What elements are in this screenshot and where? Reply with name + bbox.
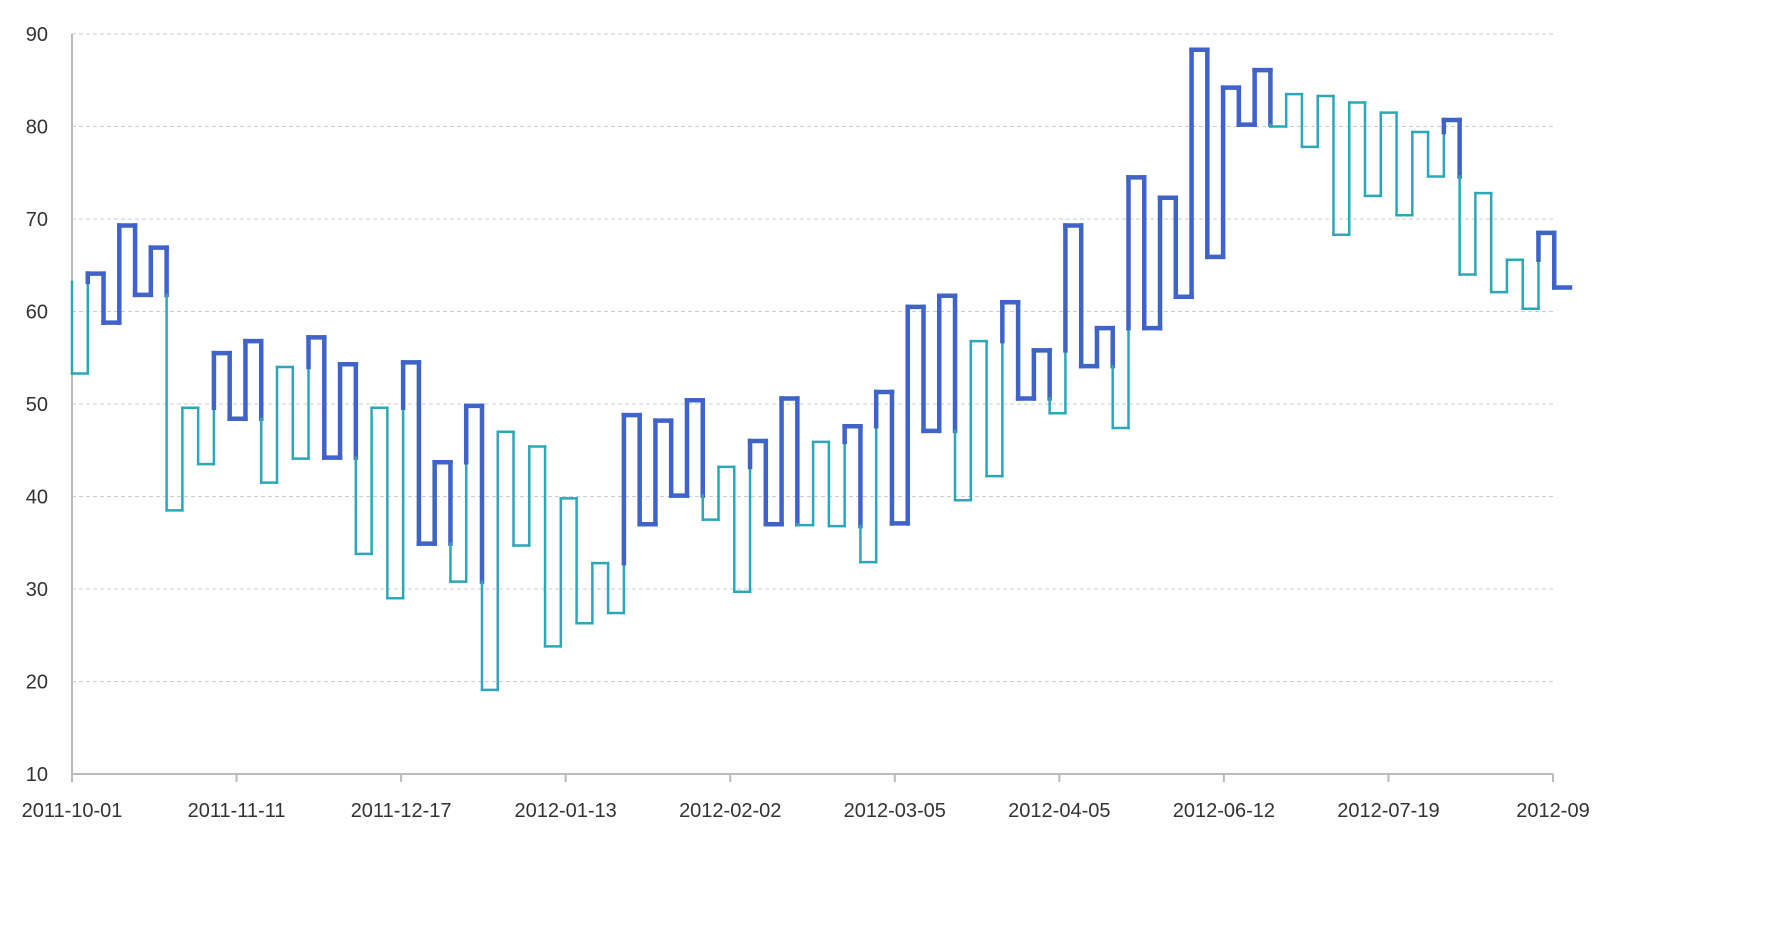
y-axis-tick-labels: 10 20 30 40 50 60 70 80 90 (26, 24, 48, 786)
y-tick-label: 10 (26, 764, 48, 786)
x-tick-label: 2011-10-01 (22, 800, 123, 822)
y-tick-label: 40 (26, 487, 48, 509)
grid-lines (72, 33, 1553, 682)
x-tick-label: 2012-02-02 (679, 800, 781, 822)
kagi-series (70, 47, 1573, 692)
x-tick-label: 2012-04-05 (1008, 800, 1110, 822)
x-tick-label: 2012-03-05 (844, 800, 946, 822)
x-tick-label: 2012-06-12 (1173, 800, 1275, 822)
axes (71, 34, 1554, 782)
x-tick-label: 2012-07-19 (1337, 800, 1439, 822)
y-tick-label: 60 (26, 302, 48, 324)
y-tick-label: 80 (26, 117, 48, 139)
x-tick-label: 2011-12-17 (351, 800, 452, 822)
y-tick-label: 70 (26, 209, 48, 231)
x-tick-label: 2012-09 (1516, 800, 1589, 822)
y-tick-label: 30 (26, 579, 48, 601)
y-tick-label: 20 (26, 672, 48, 694)
x-axis-tick-labels: 2011-10-01 2011-11-11 2011-12-17 2012-01-13… (22, 800, 1590, 822)
x-tick-label: 2011-11-11 (188, 800, 286, 822)
y-tick-label: 90 (26, 24, 48, 46)
x-tick-label: 2012-01-13 (515, 800, 617, 822)
y-tick-label: 50 (26, 394, 48, 416)
